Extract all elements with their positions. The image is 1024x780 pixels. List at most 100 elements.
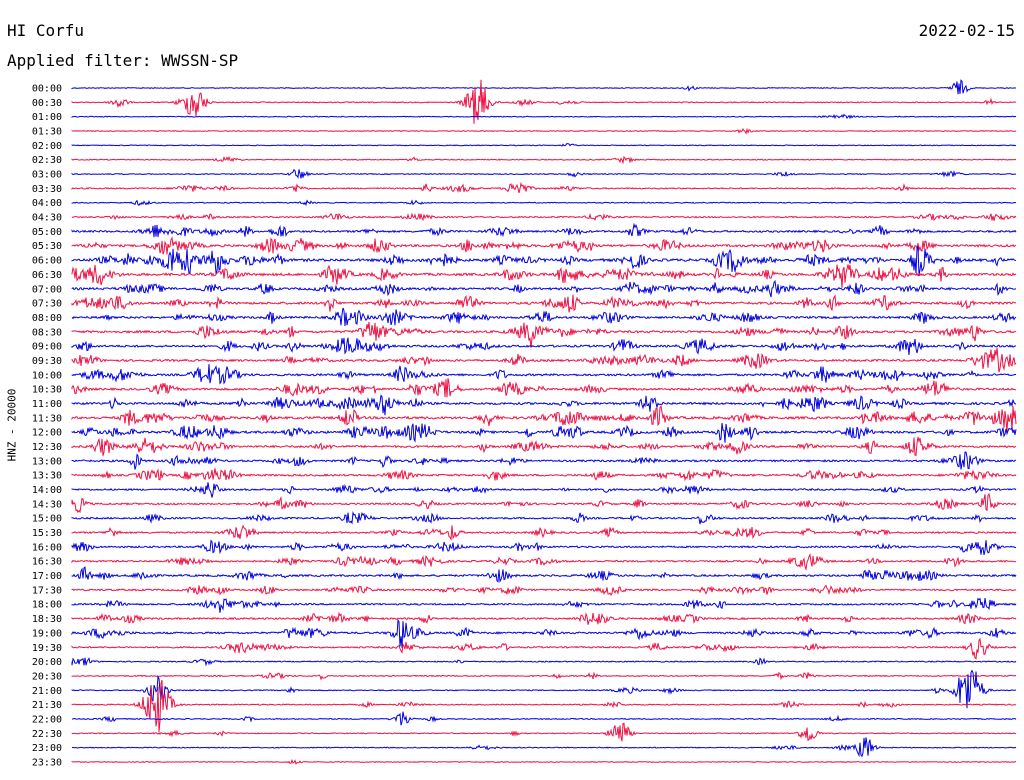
trace-time-label: 08:00 — [32, 313, 62, 324]
trace-time-label: 16:30 — [32, 557, 62, 568]
seismic-trace — [71, 168, 1017, 179]
seismic-trace — [71, 142, 1016, 147]
seismic-trace — [71, 680, 1017, 732]
trace-time-label: 15:00 — [32, 514, 62, 525]
trace-time-label: 23:30 — [32, 757, 62, 768]
seismic-trace — [71, 553, 1017, 571]
trace-time-label: 13:30 — [32, 471, 62, 482]
trace-time-label: 09:00 — [32, 342, 62, 353]
trace-time-label: 23:00 — [32, 743, 62, 754]
seismic-trace — [71, 539, 1017, 556]
seismic-trace — [71, 212, 1017, 222]
seismic-trace — [71, 307, 1017, 327]
seismic-trace — [71, 79, 1017, 124]
trace-time-label: 04:00 — [32, 198, 62, 209]
seismic-trace — [71, 181, 1017, 194]
seismic-trace — [71, 394, 1017, 416]
trace-time-label: 06:00 — [32, 256, 62, 267]
trace-time-label: 05:30 — [32, 241, 62, 252]
seismic-trace — [71, 758, 1017, 765]
trace-time-label: 02:00 — [32, 141, 62, 152]
trace-time-label: 10:00 — [32, 370, 62, 381]
trace-time-label: 18:00 — [32, 600, 62, 611]
trace-time-label: 21:30 — [32, 700, 62, 711]
trace-time-label: 07:30 — [32, 299, 62, 310]
seismic-trace — [71, 671, 1017, 681]
seismic-trace — [71, 451, 1017, 470]
seismic-trace — [71, 492, 1017, 514]
seismic-trace — [71, 657, 1017, 667]
trace-time-label: 03:30 — [32, 184, 62, 195]
trace-time-label: 11:30 — [32, 413, 62, 424]
trace-time-label: 17:30 — [32, 585, 62, 596]
seismic-trace — [71, 669, 1017, 709]
trace-time-label: 18:30 — [32, 614, 62, 625]
trace-time-label: 01:30 — [32, 127, 62, 138]
seismic-trace — [71, 737, 1017, 758]
seismic-trace — [71, 279, 1017, 298]
trace-time-label: 19:30 — [32, 643, 62, 654]
trace-time-label: 19:00 — [32, 628, 62, 639]
trace-time-label: 12:00 — [32, 428, 62, 439]
seismic-trace — [71, 422, 1017, 443]
trace-time-label: 13:00 — [32, 456, 62, 467]
seismic-trace — [71, 79, 1016, 95]
trace-time-label: 21:00 — [32, 686, 62, 697]
seismic-trace — [71, 584, 1017, 597]
seismic-trace — [71, 722, 1016, 742]
trace-time-label: 00:30 — [32, 98, 62, 109]
trace-time-label: 01:00 — [32, 112, 62, 123]
seismic-trace — [71, 127, 1017, 135]
trace-time-label: 17:00 — [32, 571, 62, 582]
trace-time-label: 10:30 — [32, 385, 62, 396]
seismic-trace — [71, 597, 1017, 613]
trace-time-label: 15:30 — [32, 528, 62, 539]
trace-time-label: 03:00 — [32, 170, 62, 181]
seismic-trace — [71, 337, 1017, 355]
seismic-trace — [71, 468, 1017, 482]
seismic-trace — [71, 155, 1017, 165]
record-date: 2022-02-15 — [918, 21, 1015, 40]
seismic-trace — [71, 524, 1017, 542]
seismic-trace — [71, 404, 1017, 432]
trace-time-label: 14:30 — [32, 499, 62, 510]
trace-time-label: 22:30 — [32, 729, 62, 740]
seismic-trace — [71, 637, 1017, 660]
seismic-trace — [72, 711, 1017, 726]
trace-time-label: 07:00 — [32, 284, 62, 295]
trace-time-label: 20:00 — [32, 657, 62, 668]
seismic-trace — [71, 566, 1017, 584]
seismic-trace — [71, 364, 1017, 385]
trace-time-label: 14:00 — [32, 485, 62, 496]
seismic-trace — [71, 113, 1017, 120]
filter-label: Applied filter: WWSSN-SP — [7, 51, 239, 70]
trace-time-label: 11:00 — [32, 399, 62, 410]
seismic-trace — [71, 321, 1017, 348]
seismic-trace — [71, 510, 1017, 525]
trace-time-label: 08:30 — [32, 327, 62, 338]
seismic-trace — [71, 618, 1017, 648]
seismic-trace — [71, 348, 1017, 373]
station-title: HI Corfu — [7, 21, 85, 40]
seismic-trace — [71, 222, 1017, 238]
seismic-trace — [71, 246, 1017, 276]
trace-time-label: 09:30 — [32, 356, 62, 367]
trace-time-label: 05:00 — [32, 227, 62, 238]
trace-time-label: 16:00 — [32, 542, 62, 553]
seismic-trace — [71, 611, 1017, 625]
seismic-trace — [71, 264, 1017, 289]
trace-time-label: 04:30 — [32, 213, 62, 224]
seismic-trace — [71, 199, 1017, 207]
seismic-trace — [71, 436, 1017, 457]
seismic-trace — [71, 482, 1017, 498]
trace-time-label: 22:00 — [32, 714, 62, 725]
trace-time-label: 00:00 — [32, 84, 62, 95]
trace-time-label: 02:30 — [32, 155, 62, 166]
seismic-trace — [71, 236, 1017, 255]
seismic-trace — [71, 294, 1016, 313]
trace-time-label: 20:30 — [32, 671, 62, 682]
trace-time-label: 12:30 — [32, 442, 62, 453]
trace-time-label: 06:30 — [32, 270, 62, 281]
seismic-trace — [71, 378, 1017, 398]
